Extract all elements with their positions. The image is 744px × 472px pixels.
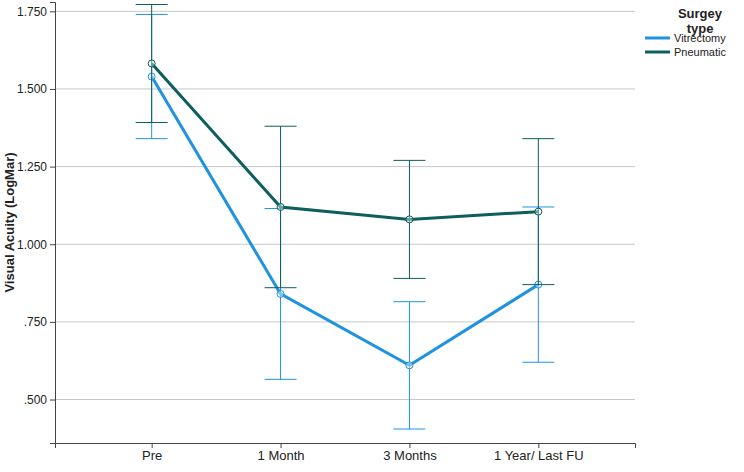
- y-tick-mark: [50, 167, 55, 168]
- error-bar-cap: [265, 287, 297, 288]
- legend-swatch: [645, 37, 670, 40]
- grid-line: [55, 88, 635, 89]
- y-tick: 1.750: [17, 5, 55, 19]
- y-tick-mark: [50, 322, 55, 323]
- legend-label: Pneumatic: [674, 46, 726, 58]
- legend-item: Pneumatic: [645, 46, 726, 58]
- legend-label: Vitrectomy: [674, 32, 726, 44]
- marker: [277, 290, 284, 297]
- legend: SurgeytypeVitrectomyPneumatic: [645, 6, 726, 58]
- marker: [406, 362, 413, 369]
- plot-area: [136, 4, 555, 429]
- y-axis-line: [50, 3, 56, 444]
- error-bar-cap: [393, 429, 425, 430]
- series: [136, 14, 555, 429]
- marker: [148, 60, 155, 67]
- x-tick: 1 Month: [258, 443, 305, 463]
- y-tick: 1.500: [17, 82, 55, 96]
- error-bar-cap: [522, 284, 554, 285]
- error-bar: [136, 4, 168, 122]
- error-bar-cap: [265, 379, 297, 380]
- grid-line: [55, 166, 635, 167]
- y-tick-label: 1.000: [17, 238, 47, 252]
- marker: [277, 203, 284, 210]
- legend-swatch: [645, 51, 670, 54]
- x-tick-label: 1 Year/ Last FU: [494, 448, 584, 463]
- error-bar: [393, 302, 425, 429]
- x-tick-label: 1 Month: [258, 448, 305, 463]
- x-tick: Pre: [142, 443, 162, 463]
- marker: [406, 216, 413, 223]
- grid: [55, 11, 635, 399]
- grid-line: [55, 244, 635, 245]
- error-bar-cap: [136, 4, 168, 5]
- y-tick-label: 1.500: [17, 82, 47, 96]
- error-bar-cap: [265, 126, 297, 127]
- error-bar-cap: [522, 362, 554, 363]
- series-line: [152, 77, 539, 366]
- x-tick-label: 3 Months: [383, 448, 437, 463]
- y-tick-mark: [50, 400, 55, 401]
- error-bar-cap: [393, 301, 425, 302]
- grid-line: [55, 399, 635, 400]
- y-tick: .500: [24, 393, 55, 407]
- error-bar-cap: [393, 160, 425, 161]
- series-line: [152, 63, 539, 219]
- error-bar-cap: [136, 138, 168, 139]
- error-bar-cap: [393, 278, 425, 279]
- y-tick-mark: [50, 244, 55, 245]
- y-axis: .500 .750 1.000 1.250 1.500 1.750: [17, 3, 56, 444]
- y-tick-label: .500: [24, 393, 48, 407]
- x-axis: Pre 1 Month 3 Months 1 Year/ Last FU: [56, 443, 636, 463]
- y-tick-label: .750: [24, 315, 48, 329]
- y-tick-label: 1.250: [17, 160, 47, 174]
- x-tick: 1 Year/ Last FU: [494, 443, 584, 463]
- y-tick-mark: [50, 89, 55, 90]
- error-bar-cap: [136, 122, 168, 123]
- grid-line: [55, 321, 635, 322]
- y-tick: 1.000: [17, 238, 55, 252]
- legend-item: Vitrectomy: [645, 32, 726, 44]
- marker: [535, 208, 542, 215]
- chart: .500 .750 1.000 1.250 1.500 1.750 Pre 1 Month 3 …: [0, 0, 744, 472]
- y-axis-title: Visual Acuity (LogMar): [2, 152, 17, 292]
- y-tick: 1.250: [17, 160, 55, 174]
- series: [136, 4, 555, 287]
- x-tick: 3 Months: [383, 443, 437, 463]
- grid-line: [55, 11, 635, 12]
- error-bar-cap: [522, 138, 554, 139]
- x-tick-label: Pre: [142, 448, 162, 463]
- y-tick: .750: [24, 315, 55, 329]
- y-tick-mark: [50, 11, 55, 12]
- y-tick-label: 1.750: [17, 5, 47, 19]
